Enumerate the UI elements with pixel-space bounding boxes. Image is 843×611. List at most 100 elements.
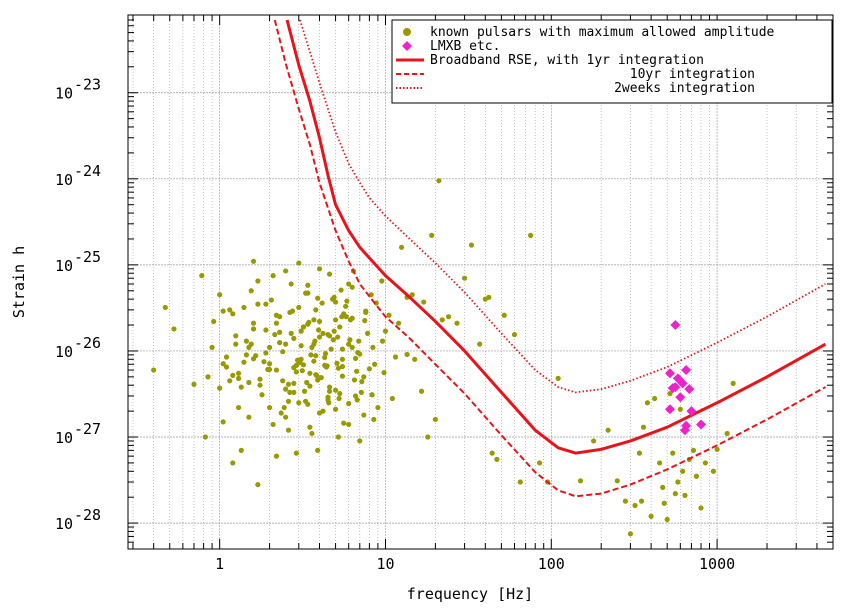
pulsar-point <box>309 430 315 437</box>
pulsar-point <box>555 375 561 381</box>
svg-text:-27: -27 <box>74 420 101 438</box>
pulsar-point <box>337 324 343 330</box>
pulsar-point <box>355 349 361 356</box>
pulsar-point <box>283 268 289 274</box>
pulsar-point <box>272 331 278 338</box>
pulsar-point <box>331 328 337 334</box>
y-tick-label: 10 -24 <box>55 162 101 189</box>
curve-dashed <box>273 19 826 498</box>
pulsar-point <box>285 398 292 404</box>
pulsar-point <box>373 300 379 306</box>
legend-marker-lmxb <box>402 41 412 51</box>
svg-text:-25: -25 <box>74 248 101 266</box>
pulsar-point <box>730 380 736 386</box>
pulsar-point <box>293 450 299 456</box>
pulsar-point <box>627 531 634 537</box>
pulsar-point <box>501 312 507 318</box>
pulsar-point <box>257 376 263 382</box>
pulsar-point <box>273 312 280 318</box>
pulsar-point <box>304 379 310 386</box>
pulsar-point <box>335 365 341 371</box>
pulsar-point <box>343 303 349 309</box>
pulsar-point <box>398 244 405 250</box>
svg-text:10: 10 <box>55 429 73 447</box>
pulsar-point <box>364 330 371 336</box>
pulsar-point <box>305 401 311 407</box>
pulsar-point <box>332 317 339 323</box>
pulsar-point <box>209 344 215 350</box>
pulsar-point <box>622 498 629 504</box>
pulsar-point <box>287 389 293 395</box>
pulsar-point <box>270 421 276 428</box>
pulsar-point <box>517 479 523 485</box>
pulsar-point <box>337 390 343 397</box>
plot-frame <box>127 14 834 550</box>
pulsar-point <box>412 356 418 362</box>
pulsar-point <box>255 301 261 307</box>
pulsar-point <box>354 368 360 374</box>
pulsar-point <box>319 300 325 306</box>
pulsar-point <box>328 346 334 352</box>
pulsar-point <box>702 460 709 466</box>
pulsar-point <box>316 334 323 340</box>
pulsar-point <box>381 370 387 376</box>
pulsar-point <box>714 446 720 452</box>
pulsar-point <box>296 260 302 266</box>
lmxb-point <box>675 392 686 403</box>
legend-box <box>391 19 833 104</box>
lmxb-point <box>670 382 681 393</box>
pulsar-point <box>315 377 321 383</box>
pulsar-point <box>280 378 286 384</box>
pulsar-point <box>266 344 273 350</box>
pulsar-point <box>351 377 358 383</box>
pulsar-point <box>285 381 292 387</box>
pulsar-point <box>246 379 252 386</box>
x-tick-label: 1000 <box>699 555 735 573</box>
pulsar-point <box>266 404 273 411</box>
pulsar-point <box>313 353 319 359</box>
x-tick-labels: 1 10 100 1000 <box>215 555 735 573</box>
lmxb-series <box>665 320 707 436</box>
pulsar-point <box>331 294 337 300</box>
pulsar-point <box>335 434 341 440</box>
pulsar-point <box>638 498 645 504</box>
pulsar-point <box>202 434 208 440</box>
legend: known pulsars with maximum allowed ampli… <box>391 19 833 104</box>
pulsar-point <box>392 354 399 360</box>
pulsar-point <box>591 438 597 444</box>
pulsar-point <box>461 275 468 281</box>
pulsar-point <box>296 304 302 311</box>
pulsar-point <box>648 513 654 519</box>
sensitivity-curves <box>273 19 827 498</box>
pulsar-point <box>255 482 261 488</box>
pulsar-point <box>693 473 699 479</box>
lmxb-point <box>677 378 688 389</box>
pulsar-point <box>349 284 355 290</box>
pulsar-point <box>263 327 269 333</box>
pulsar-point <box>614 478 620 484</box>
lmxb-point <box>681 365 692 376</box>
pulsar-point <box>241 359 247 365</box>
pulsar-point <box>238 447 244 453</box>
pulsar-point <box>724 430 730 437</box>
pulsar-point <box>346 281 352 287</box>
lmxb-point <box>679 425 690 436</box>
legend-marker-pulsars <box>403 28 411 36</box>
pulsar-point <box>636 450 643 456</box>
pulsar-point <box>346 421 352 428</box>
pulsar-point <box>273 320 280 326</box>
pulsar-point <box>379 338 386 344</box>
pulsar-point <box>235 375 242 381</box>
pulsar-point <box>657 460 663 466</box>
pulsar-point <box>313 307 319 313</box>
pulsar-point <box>439 317 445 323</box>
pulsar-point <box>335 334 341 340</box>
pulsar-point <box>311 317 317 323</box>
pulsar-point <box>429 232 435 238</box>
x-tick-label: 100 <box>538 555 565 573</box>
pulsar-point <box>334 360 340 366</box>
pulsar-point <box>315 295 321 301</box>
pulsar-point <box>698 505 704 511</box>
y-tick-label: 10 -27 <box>55 420 101 447</box>
pulsar-point <box>248 341 254 347</box>
